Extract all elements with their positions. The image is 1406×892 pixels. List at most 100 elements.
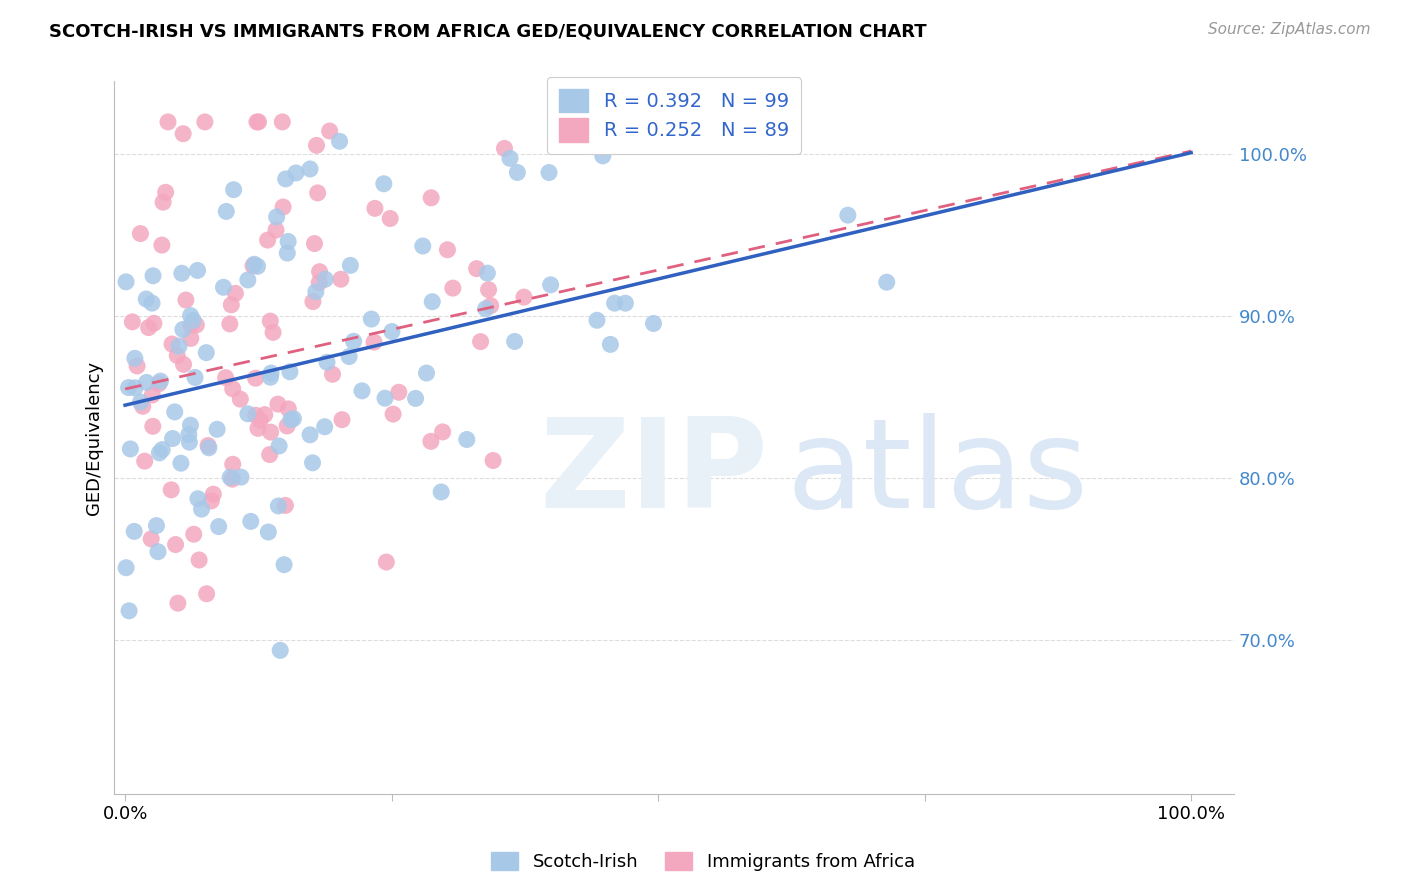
Point [124,351,146,366]
Point [430,485,453,500]
Point [181,313,204,327]
Point [364,202,387,216]
Point [186,263,208,277]
Point [125,359,148,373]
Point [412,239,434,253]
Point [259,314,281,328]
Point [172,322,194,336]
Point [129,227,152,241]
Point [271,115,294,129]
Point [160,337,183,351]
Point [253,408,276,422]
Point [142,316,165,330]
Point [302,294,325,309]
Point [274,499,297,513]
Point [120,442,142,456]
Point [308,276,330,290]
Point [170,266,193,280]
Point [537,165,560,179]
Point [278,365,301,379]
Point [301,456,323,470]
Point [229,470,252,484]
Point [419,434,441,449]
Point [276,246,298,260]
Point [260,425,283,439]
Point [271,200,294,214]
Point [221,382,243,396]
Point [299,161,322,176]
Point [208,519,231,533]
Point [222,457,245,471]
Point [586,313,609,327]
Point [477,266,499,280]
Point [162,432,184,446]
Point [219,470,242,484]
Point [187,491,209,506]
Point [134,454,156,468]
Point [837,208,859,222]
Point [179,418,201,433]
Point [242,259,264,273]
Point [308,265,330,279]
Point [224,286,246,301]
Point [124,381,146,395]
Text: atlas: atlas [786,413,1088,533]
Point [264,223,287,237]
Point [276,419,298,434]
Point [166,349,188,363]
Point [259,448,281,462]
Point [388,385,411,400]
Point [436,243,458,257]
Point [222,183,245,197]
Point [506,165,529,179]
Point [256,233,278,247]
Point [382,407,405,421]
Point [299,427,322,442]
Point [305,138,328,153]
Point [188,553,211,567]
Point [314,272,336,286]
Point [243,257,266,271]
Point [186,318,208,332]
Point [415,366,437,380]
Point [138,320,160,334]
Point [405,392,427,406]
Point [329,134,352,148]
Point [876,275,898,289]
Point [150,442,173,457]
Point [115,275,138,289]
Point [470,334,492,349]
Point [197,438,219,452]
Point [118,604,141,618]
Point [592,149,614,163]
Point [456,433,478,447]
Point [215,204,238,219]
Point [375,555,398,569]
Point [420,294,443,309]
Point [499,152,522,166]
Point [441,281,464,295]
Point [245,371,267,385]
Point [643,317,665,331]
Point [156,115,179,129]
Point [148,376,170,391]
Point [322,368,344,382]
Point [330,412,353,426]
Point [173,358,195,372]
Point [167,339,190,353]
Point [145,518,167,533]
Point [221,298,243,312]
Legend: R = 0.392   N = 99, R = 0.252   N = 89: R = 0.392 N = 99, R = 0.252 N = 89 [547,77,801,153]
Point [179,435,201,450]
Point [184,370,207,384]
Point [363,335,385,350]
Y-axis label: GED/Equivalency: GED/Equivalency [86,360,103,515]
Point [163,405,186,419]
Point [202,487,225,501]
Point [513,290,536,304]
Point [477,283,499,297]
Point [314,419,336,434]
Point [283,411,305,425]
Point [180,331,202,345]
Point [172,127,194,141]
